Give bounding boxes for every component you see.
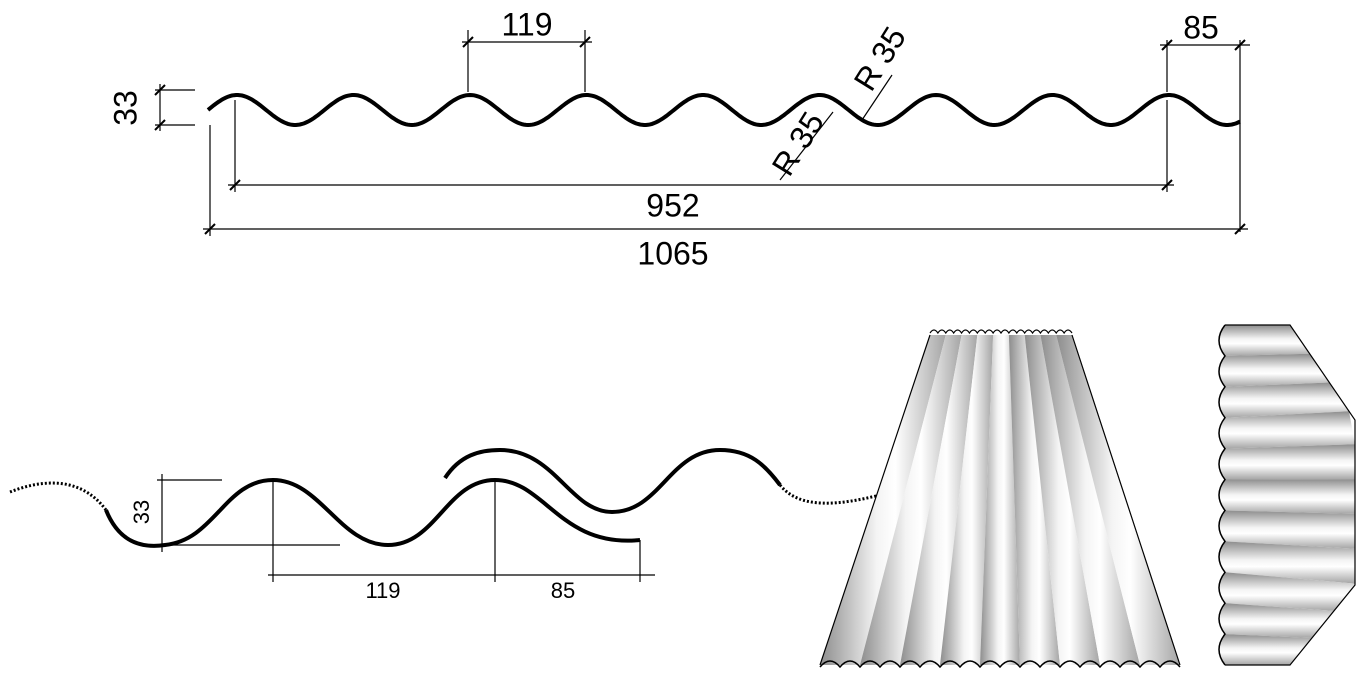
radius: R 35 [847,20,913,96]
corrugation [860,335,962,665]
overlap: 85 [1183,9,1219,45]
corrugation [1024,335,1100,665]
corrugation [1040,335,1140,665]
corrugation [1219,479,1355,514]
detail-overlap: 85 [551,578,575,603]
corrugation [820,335,946,665]
lower-sheet [104,477,641,548]
corrugation [1219,572,1355,611]
corrugation [1219,325,1310,356]
corrugation [900,335,978,665]
corrugation [1219,603,1334,638]
ticks [154,36,1246,235]
height: 33 [107,90,143,126]
corrugation [940,335,994,665]
edge [1225,324,1356,666]
radius: R 35 [765,105,831,181]
corrugation [1219,411,1355,449]
layout [9,30,1356,669]
cover-width: 952 [646,187,699,223]
pitch: 119 [501,6,552,42]
profile [206,92,1241,128]
corrugation [1219,510,1355,549]
sheet-perspective [819,329,1181,669]
corrugation [1219,382,1350,418]
edge [1218,324,1226,666]
edge [929,329,1073,335]
continuation [778,484,881,505]
total-width: 1065 [637,235,708,271]
detail-dimension-lines [157,474,655,582]
corrugation [1219,541,1355,584]
dimension-lines [155,30,1250,236]
corrugation [1056,335,1180,665]
edge [819,334,1181,666]
corrugation [980,335,1020,665]
corrugation [1008,335,1060,665]
detail-pitch: 119 [365,578,400,603]
continuation [9,481,108,511]
detail-height: 33 [129,500,154,524]
corrugation [1219,353,1330,387]
sheet-side [1218,324,1356,666]
edge [819,660,1181,669]
corrugation [1219,634,1312,665]
corrugation [1219,444,1355,480]
upper-sheet [443,447,782,515]
